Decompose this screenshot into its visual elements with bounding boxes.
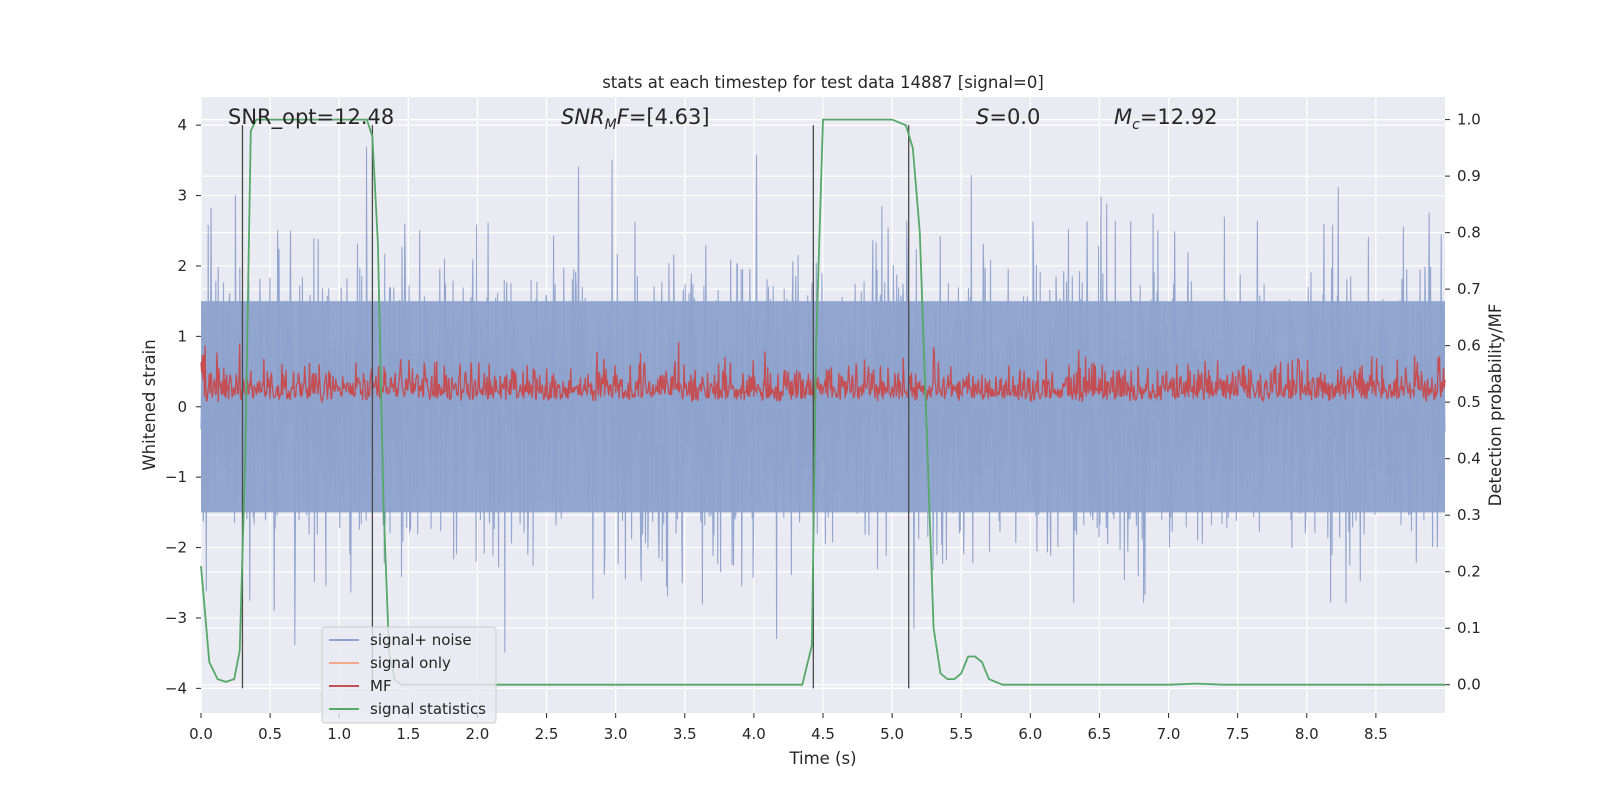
vertical-markers — [241, 125, 910, 689]
y-tick-label: 1 — [177, 327, 187, 345]
legend-label-signal-statistics: signal statistics — [370, 700, 486, 718]
y2-tick-label: 0.1 — [1457, 619, 1481, 637]
x-tick-label: 6.5 — [1088, 725, 1112, 743]
y2-tick-label: 0.9 — [1457, 167, 1481, 185]
y2-tick-label: 1.0 — [1457, 111, 1481, 129]
annotation-snr-opt: SNR_opt=12.48 — [228, 105, 394, 130]
y2-tick-label: 0.6 — [1457, 337, 1481, 355]
y-tick-label: 3 — [177, 187, 187, 205]
x-tick-label: 7.0 — [1157, 725, 1181, 743]
legend-box — [321, 626, 497, 724]
y-tick-label: 4 — [177, 116, 187, 134]
y2-tick-label: 0.0 — [1457, 676, 1481, 694]
y2-tick-label: 0.2 — [1457, 563, 1481, 581]
series-mf — [200, 342, 1446, 404]
x-tick-label: 8.5 — [1364, 725, 1388, 743]
x-tick-label: 1.5 — [396, 725, 420, 743]
annotation-s: S=0.0 — [976, 105, 1040, 129]
y2-tick-label: 0.4 — [1457, 450, 1481, 468]
legend: signal+ noise signal only MF signal stat… — [321, 626, 497, 724]
x-tick-label: 7.5 — [1226, 725, 1250, 743]
x-tick-label: 5.0 — [880, 725, 904, 743]
annotation-mc: Mc=12.92 — [1114, 105, 1218, 133]
chart-title: stats at each timestep for test data 148… — [602, 73, 1044, 92]
y-tick-label: −4 — [165, 679, 187, 697]
y-axis-left: 4 3 2 1 0 −1 −2 −3 −4 — [165, 116, 201, 697]
plot-content — [200, 118, 1446, 689]
signal-statistics-line — [200, 118, 1445, 686]
y-tick-label: 0 — [177, 398, 187, 416]
y-tick-label: −2 — [165, 539, 187, 557]
y2-tick-label: 0.8 — [1457, 224, 1481, 242]
x-tick-label: 0.0 — [189, 725, 213, 743]
x-tick-label: 0.5 — [258, 725, 282, 743]
y-axis-right: 1.0 0.9 0.8 0.7 0.6 0.5 0.4 0.3 0.2 0.1 0.0 — [1445, 111, 1481, 694]
x-axis: 0.0 0.5 1.0 1.5 2.0 2.5 3.0 3.5 4.0 4.5 5.0 5.5 6.0 6… — [189, 713, 1388, 743]
y-tick-label: −1 — [165, 468, 187, 486]
series-signal-statistics — [200, 118, 1445, 686]
x-tick-label: 3.5 — [673, 725, 697, 743]
x-axis-title: Time (s) — [788, 749, 856, 768]
legend-label-mf: MF — [370, 677, 392, 695]
mf-line — [200, 342, 1446, 404]
y-tick-label: −3 — [165, 609, 187, 627]
y2-axis-title: Detection probability/MF — [1486, 304, 1505, 507]
y2-tick-label: 0.7 — [1457, 280, 1481, 298]
x-tick-label: 3.0 — [604, 725, 628, 743]
x-tick-label: 5.5 — [949, 725, 973, 743]
x-tick-label: 2.0 — [466, 725, 490, 743]
y2-tick-label: 0.5 — [1457, 393, 1481, 411]
y-axis-title: Whitened strain — [140, 339, 159, 470]
y-tick-label: 2 — [177, 257, 187, 275]
legend-label-signal-noise: signal+ noise — [370, 631, 472, 649]
legend-label-signal-only: signal only — [370, 654, 451, 672]
x-tick-label: 4.0 — [742, 725, 766, 743]
annotation-snr-mf: SNRMF=[4.63] — [561, 105, 710, 133]
x-tick-label: 2.5 — [535, 725, 559, 743]
x-tick-label: 6.0 — [1018, 725, 1042, 743]
y2-tick-label: 0.3 — [1457, 506, 1481, 524]
x-tick-label: 8.0 — [1295, 725, 1319, 743]
x-tick-label: 1.0 — [327, 725, 351, 743]
x-tick-label: 4.5 — [811, 725, 835, 743]
